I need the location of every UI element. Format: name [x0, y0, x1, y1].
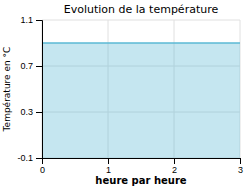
x-axis: 0 1 2 3 — [40, 158, 243, 175]
tick-label: 1.1 — [20, 15, 33, 25]
tick: 3 — [238, 158, 243, 175]
line — [42, 42, 240, 44]
title: Evolution de la température — [64, 3, 219, 16]
tick-mark — [36, 20, 42, 21]
tick: 0.3 — [20, 107, 42, 117]
y-axis-title: Température en °C — [2, 47, 12, 133]
axis-line — [36, 21, 43, 159]
marks — [42, 43, 240, 158]
chart: 0 1 2 3 -0.1 0.3 0.7 1.1 Evolution de la tempéra… — [0, 0, 250, 188]
tick: 1 — [106, 158, 111, 175]
tick-label: 0 — [40, 165, 45, 175]
tick-mark — [36, 112, 42, 113]
tick: 0.7 — [20, 61, 42, 71]
plot: 0 1 2 3 -0.1 0.3 0.7 1.1 — [17, 15, 243, 175]
tick-mark — [36, 66, 42, 67]
tick: -0.1 — [17, 153, 42, 163]
tick-label: 1 — [106, 165, 111, 175]
tick-label: 3 — [238, 165, 243, 175]
area — [42, 43, 240, 158]
y-axis: -0.1 0.3 0.7 1.1 — [17, 15, 42, 163]
grid — [42, 20, 240, 158]
tick-label: 0.3 — [20, 107, 33, 117]
x-axis-title: heure par heure — [95, 175, 186, 186]
tick: 0 — [40, 158, 45, 175]
tick-label: 2 — [172, 165, 177, 175]
tick: 2 — [172, 158, 177, 175]
tick-mark — [108, 158, 109, 164]
tick-label: 0.7 — [20, 61, 33, 71]
axis-line — [43, 159, 241, 165]
tick-mark — [174, 158, 175, 164]
grid-line — [42, 20, 240, 21]
tick-mark — [36, 158, 42, 159]
tick-label: -0.1 — [17, 153, 33, 163]
tick: 1.1 — [20, 15, 42, 25]
tick-mark — [240, 158, 241, 164]
